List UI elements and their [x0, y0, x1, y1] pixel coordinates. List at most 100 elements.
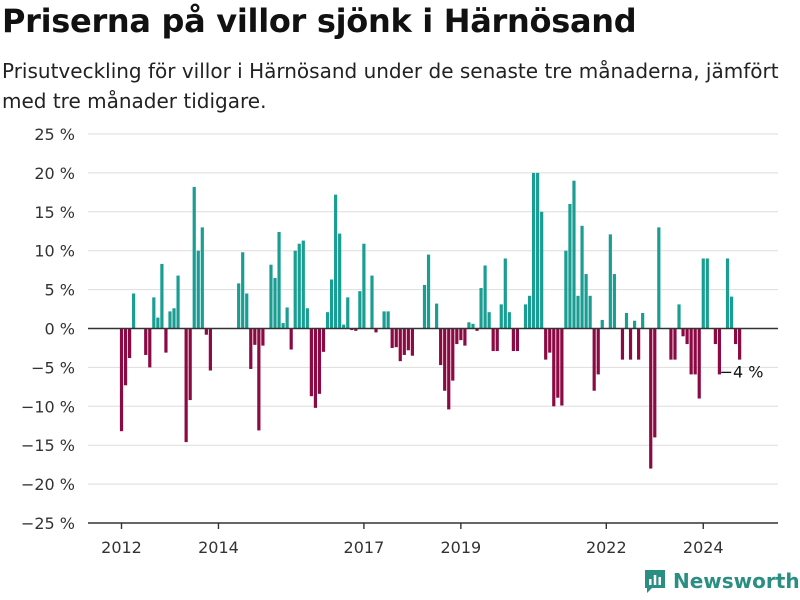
bar [685, 328, 689, 345]
bar [531, 172, 536, 329]
bar [511, 328, 515, 352]
bar [451, 328, 455, 381]
bar [467, 322, 471, 329]
bar [608, 234, 612, 329]
bar [188, 328, 192, 401]
bar [733, 328, 738, 345]
bar [334, 194, 338, 329]
bar [725, 258, 730, 329]
bar [329, 279, 334, 329]
x-tick-label: 2019 [441, 538, 482, 557]
bar [245, 293, 249, 329]
bar [398, 328, 402, 362]
bar [123, 328, 128, 386]
y-axis-labels: −25 % −20 % −15 % −10 % −5 % 0 % 5 % 10 % 15 % 20… [21, 125, 75, 533]
bar [681, 328, 685, 337]
bar [338, 233, 342, 329]
x-tick-label: 2012 [101, 538, 142, 557]
y-tick-label: −10 % [21, 397, 75, 416]
bar [515, 328, 520, 352]
bar [160, 263, 164, 329]
bar [697, 328, 701, 399]
x-axis-labels: 2012 2014 2017 2019 2022 2024 [101, 523, 724, 557]
bar [184, 328, 188, 443]
bars [119, 172, 742, 469]
bar [132, 293, 136, 329]
bar [439, 328, 443, 366]
bar [459, 328, 463, 341]
bar [572, 180, 576, 329]
bar [628, 328, 633, 360]
bar [705, 258, 709, 329]
bar [269, 264, 273, 329]
bar [156, 317, 160, 329]
y-tick-label: 20 % [34, 164, 75, 183]
bar [669, 328, 673, 360]
bar [475, 328, 479, 331]
bar [540, 211, 544, 329]
bar [261, 328, 265, 346]
bar [729, 296, 734, 329]
bar [200, 227, 204, 329]
bar [176, 275, 180, 329]
bar [560, 328, 564, 406]
bar [346, 297, 350, 329]
y-tick-label: 5 % [45, 281, 75, 300]
bar [148, 328, 152, 368]
bar [455, 328, 459, 345]
bar [168, 311, 172, 329]
bar [317, 328, 322, 394]
y-tick-label: 10 % [34, 242, 75, 261]
last-value-annotation: −4 % [720, 363, 764, 382]
bar [358, 291, 362, 329]
bar [507, 312, 511, 329]
bar [620, 328, 625, 360]
bar [354, 328, 358, 331]
y-tick-label: −20 % [21, 475, 75, 494]
y-tick-label: −25 % [21, 514, 75, 533]
bar [172, 308, 176, 329]
bar [527, 295, 532, 329]
bar [479, 288, 483, 329]
bar [536, 172, 540, 329]
bar [693, 328, 697, 375]
newsworthy-logo-icon [645, 570, 665, 593]
y-tick-label: 15 % [34, 203, 75, 222]
bar [443, 328, 447, 391]
bar [362, 243, 366, 329]
bar [701, 258, 705, 329]
bar [641, 312, 645, 329]
bar [281, 323, 285, 329]
chart-title: Priserna på villor sjönk i Härnösand [2, 2, 637, 40]
bar [556, 328, 560, 398]
bar [495, 328, 499, 352]
bar [374, 328, 378, 333]
bar [422, 284, 427, 329]
y-tick-label: −5 % [31, 358, 75, 377]
y-tick-label: 25 % [34, 125, 75, 144]
bar [653, 328, 657, 438]
bar [689, 328, 693, 375]
x-tick-label: 2017 [344, 538, 385, 557]
bar [410, 328, 414, 356]
bar [127, 328, 132, 359]
bar [204, 328, 208, 335]
bar [637, 328, 641, 360]
bar [544, 328, 548, 360]
bar [435, 303, 439, 329]
bar [576, 295, 580, 329]
bar [677, 304, 681, 329]
bar [257, 328, 261, 431]
bar [588, 295, 592, 329]
brand-name: Newsworthy [673, 569, 800, 593]
bar [297, 243, 301, 329]
bar [164, 328, 168, 353]
bar [596, 328, 600, 375]
bar [580, 225, 584, 329]
bar [491, 328, 495, 352]
newsworthy-logo: Newsworthy [643, 568, 800, 594]
bar [394, 328, 398, 348]
bar [152, 297, 156, 329]
bar [552, 328, 556, 407]
